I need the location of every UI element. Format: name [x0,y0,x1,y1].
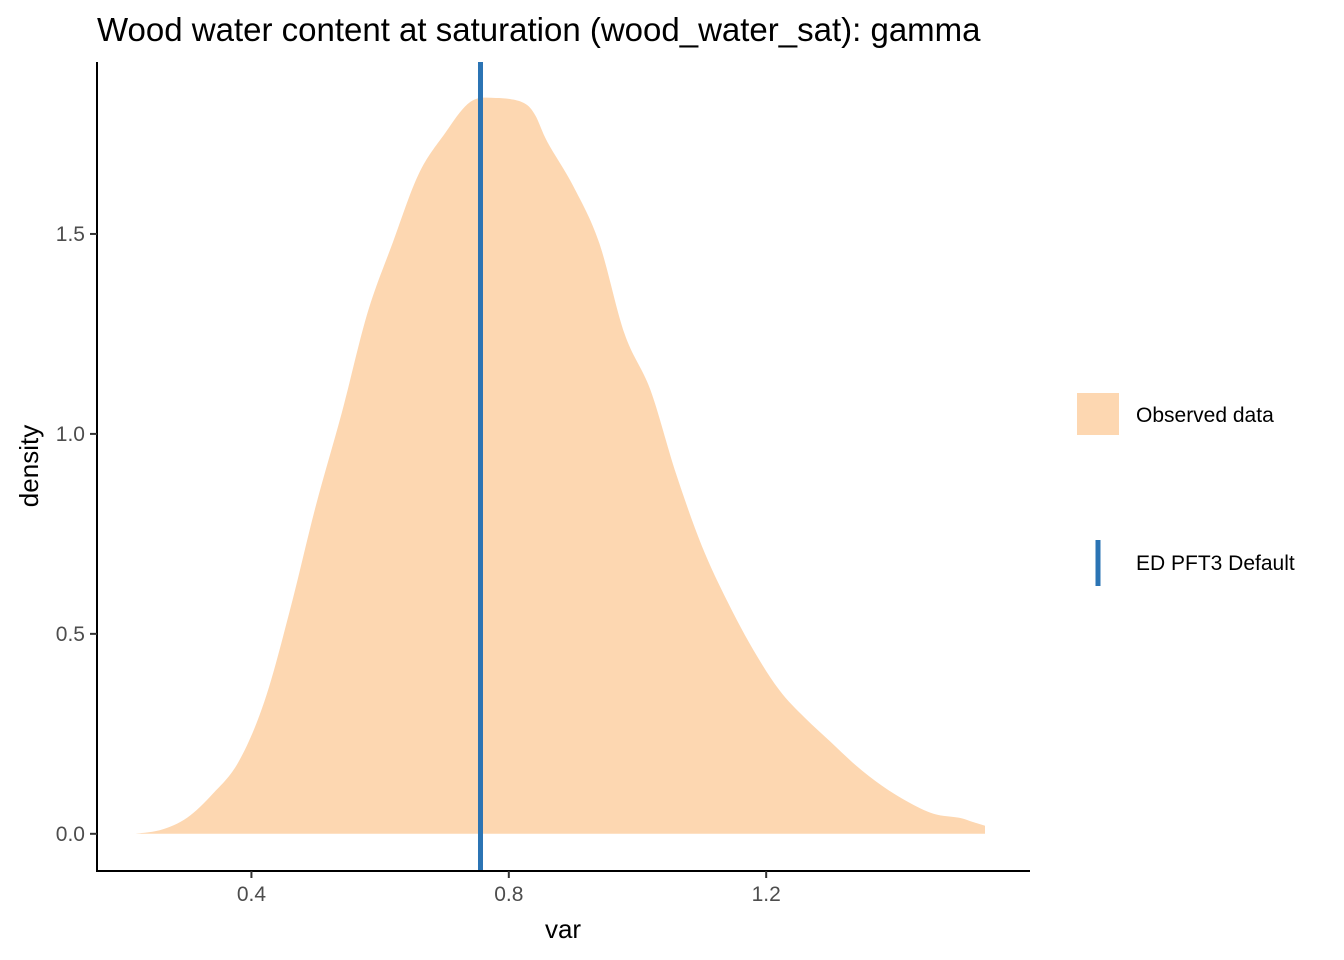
y-axis-ticks: 0.0 0.5 1.0 1.5 [56,223,97,846]
y-axis-title: density [14,425,44,507]
plot-panel [135,62,986,871]
x-tick-label: 0.8 [494,883,523,906]
legend-label-ed-pft3-default: ED PFT3 Default [1136,552,1295,575]
legend-label-observed-data: Observed data [1136,404,1274,427]
axes: 0.4 0.8 1.2 0.0 0.5 1.0 1.5 [56,62,1030,906]
y-tick-label: 1.5 [56,223,85,246]
legend: Observed data ED PFT3 Default [1077,393,1295,586]
x-axis-ticks: 0.4 0.8 1.2 [237,871,781,906]
chart-title: Wood water content at saturation (wood_w… [97,11,981,48]
y-tick-label: 0.0 [56,823,85,846]
x-axis-title: var [545,914,581,944]
x-tick-label: 0.4 [237,883,267,906]
legend-key-observed-data [1077,393,1119,435]
density-area [135,97,986,834]
x-tick-label: 1.2 [752,883,781,906]
y-tick-label: 1.0 [56,423,85,446]
y-tick-label: 0.5 [56,623,85,646]
